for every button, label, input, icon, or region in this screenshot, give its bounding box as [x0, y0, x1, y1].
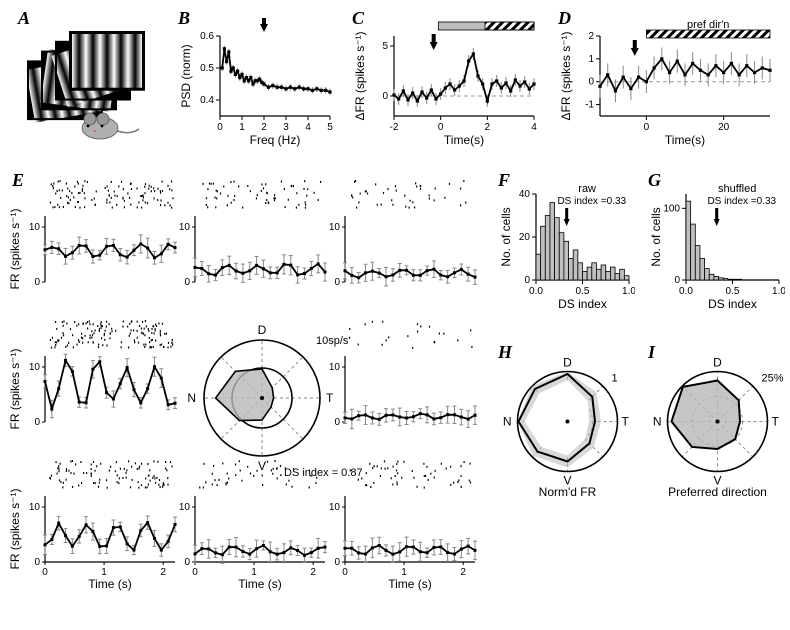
panel-g-hist: 0.0 0.5 1.0 0 100 DS index No. of cells shuffle…	[650, 180, 785, 310]
svg-text:FR (spikes s⁻¹): FR (spikes s⁻¹)	[8, 208, 22, 289]
svg-text:DS index =0.33: DS index =0.33	[557, 196, 626, 207]
svg-text:0: 0	[524, 275, 530, 286]
svg-text:20: 20	[519, 232, 531, 243]
svg-text:10: 10	[179, 502, 191, 513]
svg-text:Norm'd FR: Norm'd FR	[539, 485, 597, 499]
svg-text:10sp/s: 10sp/s	[316, 335, 349, 347]
svg-text:No. of cells: No. of cells	[650, 207, 663, 266]
svg-text:N: N	[187, 391, 196, 405]
svg-text:25%: 25%	[762, 373, 784, 385]
svg-text:shuffled: shuffled	[718, 183, 756, 195]
svg-text:10: 10	[329, 362, 341, 373]
svg-text:0.5: 0.5	[576, 286, 590, 297]
svg-text:2: 2	[160, 567, 166, 578]
svg-text:DS index: DS index	[558, 297, 607, 310]
svg-text:1.0: 1.0	[772, 286, 785, 297]
svg-text:0: 0	[674, 275, 680, 286]
svg-text:Preferred direction: Preferred direction	[668, 485, 767, 499]
svg-text:Time (s): Time (s)	[388, 577, 432, 591]
svg-text:T: T	[772, 415, 780, 429]
svg-text:0: 0	[334, 277, 340, 288]
svg-text:FR (spikes s⁻¹): FR (spikes s⁻¹)	[8, 488, 22, 569]
svg-text:0: 0	[34, 277, 40, 288]
panel-e-subpanels: 010FR (spikes s⁻¹)010010010FR (spikes s⁻…	[0, 0, 790, 630]
svg-text:10: 10	[29, 222, 41, 233]
svg-text:FR (spikes s⁻¹): FR (spikes s⁻¹)	[8, 348, 22, 429]
svg-text:V: V	[258, 459, 266, 473]
svg-text:0: 0	[334, 557, 340, 568]
svg-text:1.0: 1.0	[622, 286, 635, 297]
svg-text:0.0: 0.0	[679, 286, 693, 297]
svg-text:10: 10	[179, 222, 191, 233]
svg-text:DS index = 0.87: DS index = 0.87	[284, 467, 363, 479]
panel-i-polar: DVNT25%Preferred direction	[650, 355, 785, 500]
svg-text:0: 0	[192, 567, 198, 578]
svg-text:10: 10	[29, 362, 41, 373]
svg-text:10: 10	[329, 502, 341, 513]
svg-text:Time (s): Time (s)	[238, 577, 282, 591]
svg-text:DS index: DS index	[708, 297, 757, 310]
svg-text:0: 0	[34, 417, 40, 428]
svg-text:0: 0	[184, 277, 190, 288]
svg-text:0: 0	[334, 417, 340, 428]
svg-text:D: D	[563, 356, 572, 370]
svg-text:T: T	[622, 415, 630, 429]
svg-text:D: D	[258, 323, 267, 337]
svg-text:10: 10	[329, 222, 341, 233]
svg-text:40: 40	[519, 189, 531, 200]
svg-text:0: 0	[184, 557, 190, 568]
svg-text:No. of cells: No. of cells	[500, 207, 513, 266]
svg-text:10: 10	[29, 502, 41, 513]
svg-text:0: 0	[342, 567, 348, 578]
svg-text:D: D	[713, 356, 722, 370]
svg-text:100: 100	[663, 203, 680, 214]
svg-text:raw: raw	[578, 183, 596, 195]
svg-text:Time (s): Time (s)	[88, 577, 132, 591]
svg-text:0.0: 0.0	[529, 286, 543, 297]
svg-text:0.5: 0.5	[726, 286, 740, 297]
svg-text:0: 0	[34, 557, 40, 568]
svg-text:DS index =0.33: DS index =0.33	[707, 196, 776, 207]
panel-h-polar: DVNT1Norm'd FR	[500, 355, 635, 500]
svg-text:N: N	[653, 415, 662, 429]
panel-f-hist: 0.0 0.5 1.0 0 20 40 DS index No. of cells rawDS …	[500, 180, 635, 310]
svg-text:1: 1	[612, 373, 618, 385]
svg-text:N: N	[503, 415, 512, 429]
svg-text:2: 2	[460, 567, 466, 578]
svg-text:T: T	[326, 391, 334, 405]
svg-text:2: 2	[310, 567, 316, 578]
svg-text:0: 0	[42, 567, 48, 578]
